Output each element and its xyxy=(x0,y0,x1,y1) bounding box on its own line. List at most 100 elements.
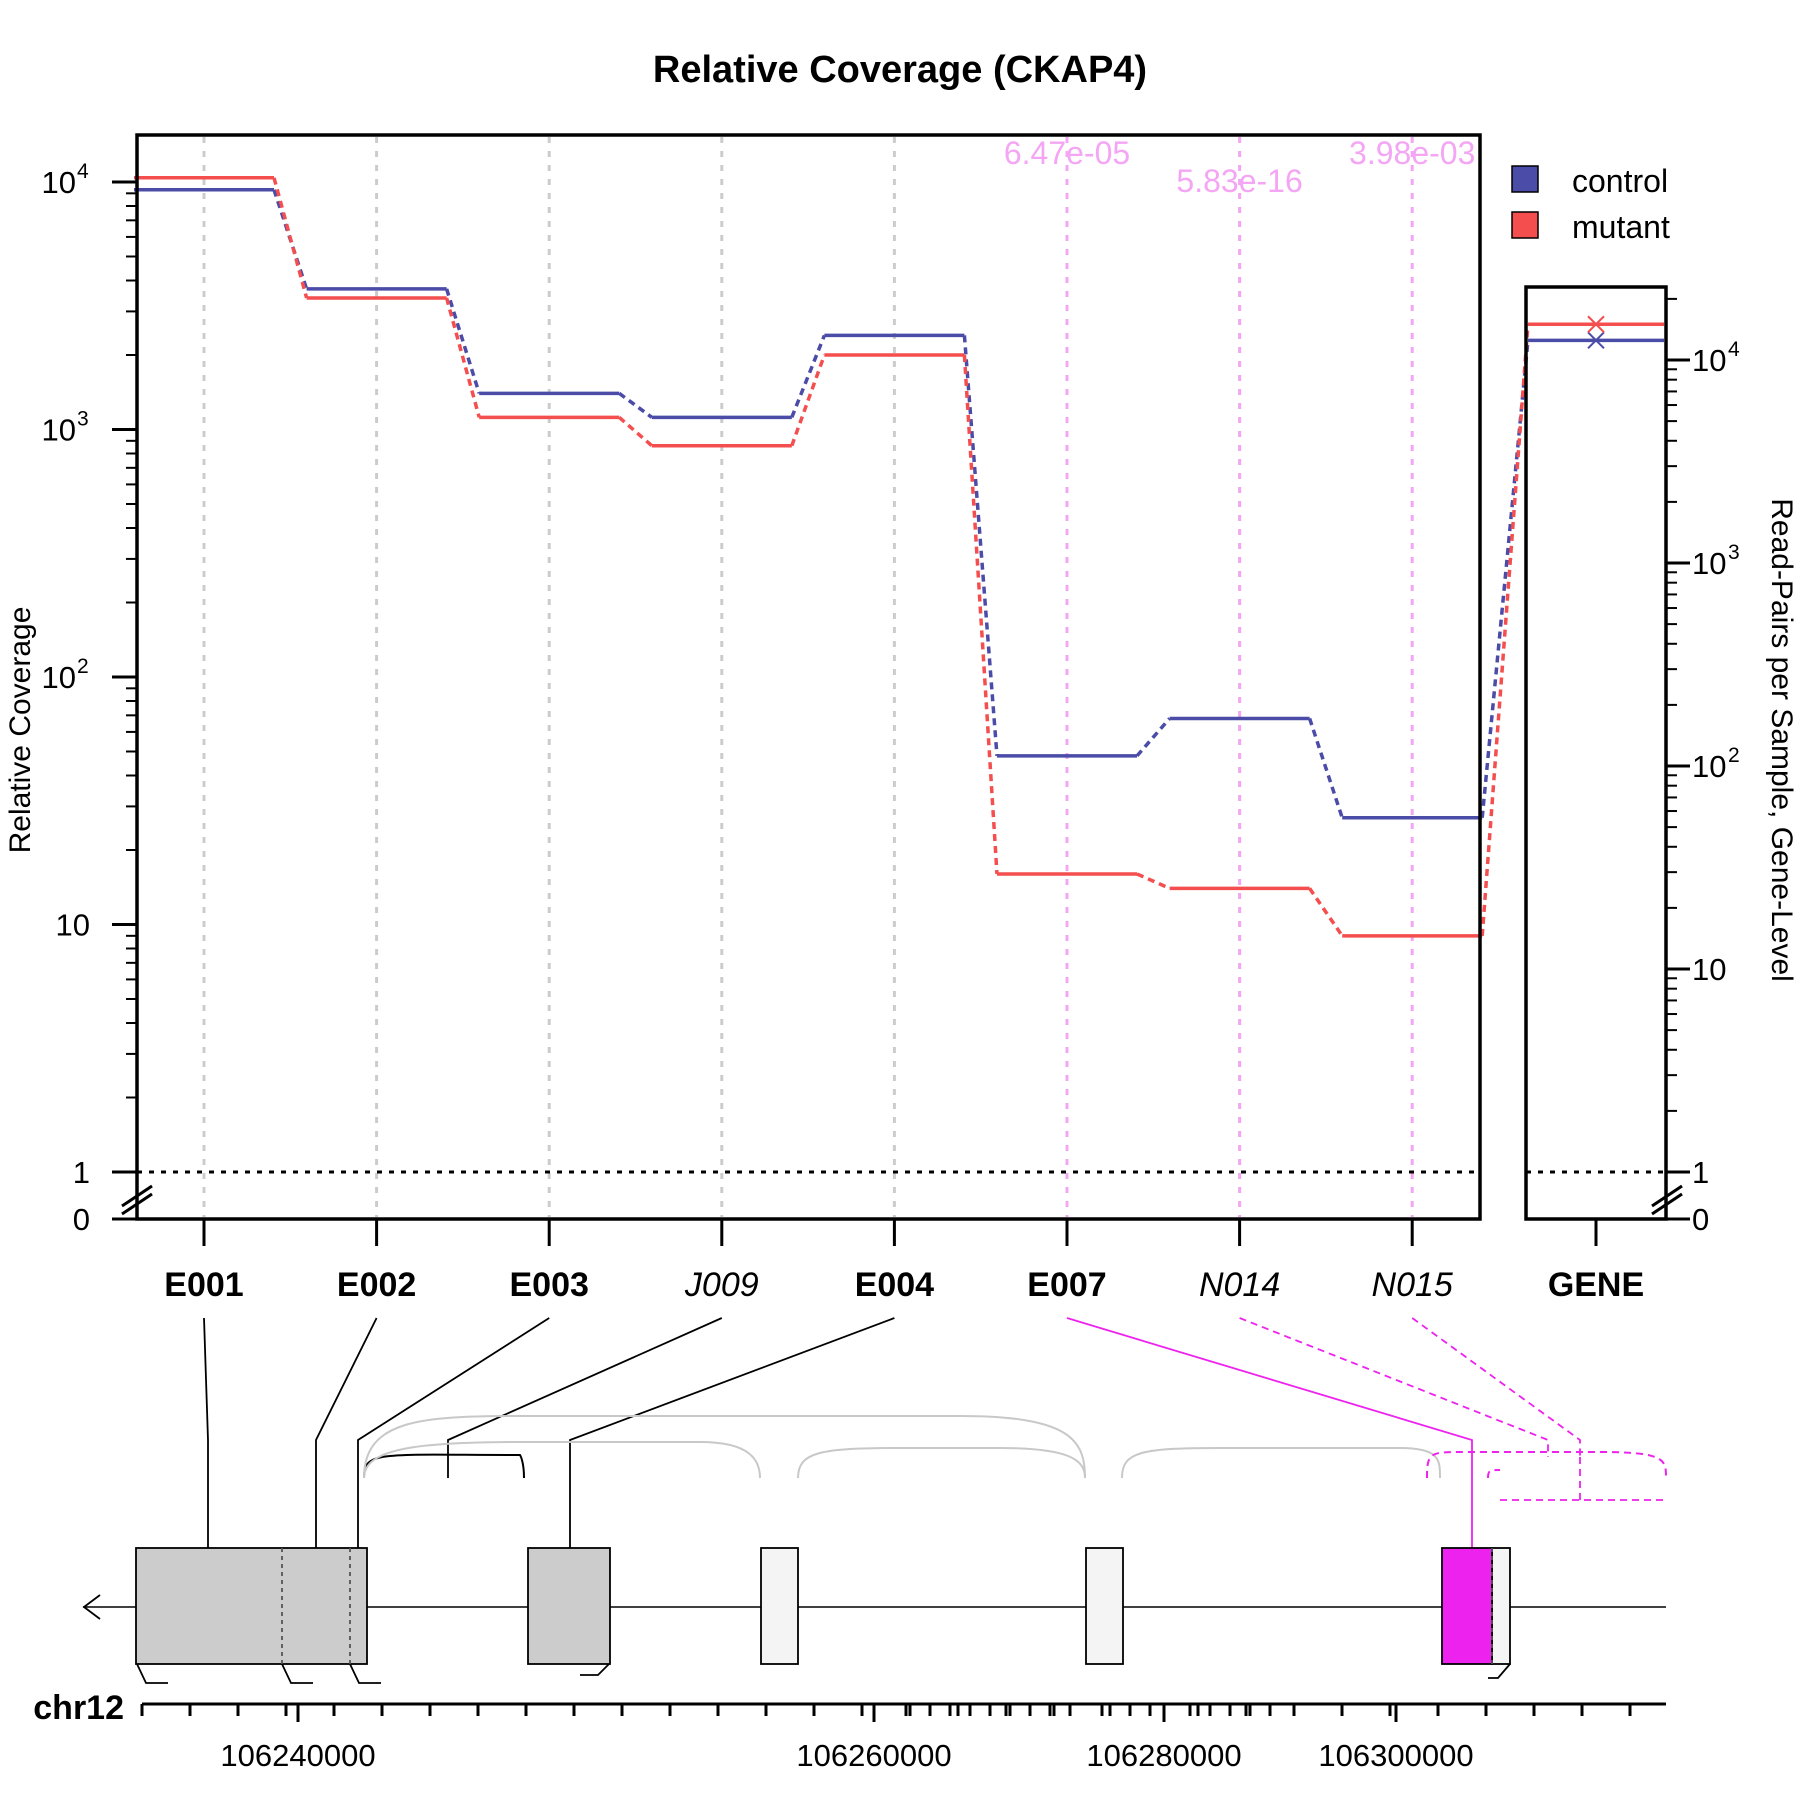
right-axis-tick-exponent: 3 xyxy=(1728,541,1740,564)
right-axis-tick-label: 10 xyxy=(1692,952,1726,987)
exon-mark xyxy=(136,1663,168,1684)
series-connector-mutant xyxy=(1308,887,1344,937)
exon-box xyxy=(760,1547,799,1665)
pvalue-label: 6.47e-05 xyxy=(1004,135,1130,171)
gene-series xyxy=(1528,315,1664,350)
series-connector-control xyxy=(1480,340,1530,818)
series-connector-control xyxy=(1307,717,1344,819)
exon-label: N014 xyxy=(1199,1266,1280,1304)
exon-box xyxy=(1085,1547,1124,1665)
connector-e004 xyxy=(569,1317,895,1548)
left-axis-tick-label: 1 xyxy=(73,1155,90,1190)
exon-label: E003 xyxy=(509,1266,588,1304)
left-axis-tick-exponent: 3 xyxy=(77,408,89,431)
connector-n015 xyxy=(1411,1317,1581,1457)
legend: control mutant xyxy=(1511,163,1670,245)
series-connector-control xyxy=(962,335,999,757)
pvalue-label: 5.83e-16 xyxy=(1176,163,1302,199)
genomic-tick-label: 106260000 xyxy=(796,1738,951,1773)
genomic-tick-label: 106300000 xyxy=(1318,1738,1473,1773)
connector-j009 xyxy=(447,1317,723,1478)
exon-box-e007 xyxy=(1441,1547,1493,1665)
exon-mark xyxy=(281,1663,313,1684)
exon-label: E004 xyxy=(855,1266,934,1304)
gene-model xyxy=(82,1415,1667,1684)
series-connector-control xyxy=(1135,717,1171,758)
exon-box-e004 xyxy=(527,1547,611,1665)
exon-box-e001-e002-e003 xyxy=(135,1547,368,1665)
series-connector-control xyxy=(444,288,481,394)
strand-arrow-icon xyxy=(82,1594,101,1620)
exon-mark xyxy=(1488,1663,1511,1679)
genomic-axis: chr12 106240000 106260000 106280000 1063… xyxy=(33,1689,1666,1773)
junction-arc xyxy=(797,1447,1086,1479)
junction-arc xyxy=(363,1415,1086,1479)
exon-mark xyxy=(580,1663,610,1676)
series-connector-mutant xyxy=(272,177,309,299)
series-connector-mutant xyxy=(444,297,481,418)
left-axis-tick-label: 0 xyxy=(73,1202,90,1237)
right-axis-tick-label: 0 xyxy=(1692,1202,1709,1237)
connector-lines xyxy=(203,1317,1666,1548)
axis-break-mark xyxy=(1651,1192,1683,1216)
y2-axis-label: Read-Pairs per Sample, Gene-Level xyxy=(1765,498,1798,982)
series-connector-mutant xyxy=(1136,872,1171,890)
connector-e007 xyxy=(1066,1317,1473,1548)
connector-e001 xyxy=(203,1317,209,1548)
right-axis-tick-exponent: 4 xyxy=(1728,338,1740,361)
axis-break-mark xyxy=(121,1184,153,1208)
novel-junction-bracket xyxy=(1500,1457,1666,1501)
legend-label-mutant: mutant xyxy=(1572,209,1670,245)
left-axis-tick-label: 10 xyxy=(42,165,76,200)
connector-n014 xyxy=(1239,1317,1549,1457)
exon-label: E002 xyxy=(337,1266,416,1304)
exon-label: J009 xyxy=(684,1266,759,1304)
chart-title: Relative Coverage (CKAP4) xyxy=(653,49,1147,91)
series-connector-mutant xyxy=(962,354,999,875)
right-axis-tick-label: 1 xyxy=(1692,1155,1709,1190)
left-axis-tick-label: 10 xyxy=(42,413,76,448)
left-axis-tick-exponent: 4 xyxy=(77,160,89,183)
junction-arc xyxy=(363,1441,761,1479)
series-connector-mutant xyxy=(618,415,653,448)
series-connector-control xyxy=(618,391,653,419)
novel-junction-arc xyxy=(1487,1469,1501,1479)
right-axis-tick-exponent: 2 xyxy=(1728,744,1740,767)
gene-marker-mutant xyxy=(1587,315,1605,333)
genomic-tick-label: 106280000 xyxy=(1086,1738,1241,1773)
series-lines xyxy=(134,176,1530,938)
legend-swatch-mutant xyxy=(1511,211,1539,239)
junction-arc xyxy=(1121,1447,1441,1479)
left-axis-tick-label: 10 xyxy=(56,908,90,943)
novel-junction-arc xyxy=(1426,1451,1667,1479)
exon-label: E007 xyxy=(1027,1266,1106,1304)
connector-e003 xyxy=(357,1317,550,1548)
exon-mark xyxy=(349,1663,381,1684)
series-connector-mutant xyxy=(790,354,827,447)
grid-lines xyxy=(202,137,1414,1217)
series-connector-mutant xyxy=(1480,324,1530,936)
legend-label-control: control xyxy=(1572,163,1668,199)
legend-swatch-control xyxy=(1511,165,1539,193)
exon-label: E001 xyxy=(164,1266,243,1304)
right-axis-tick-label: 10 xyxy=(1692,343,1726,378)
axis-break-mark xyxy=(121,1192,153,1216)
exon-box xyxy=(1491,1547,1511,1665)
right-axis-tick-label: 10 xyxy=(1692,749,1726,784)
y-axis-label: Relative Coverage xyxy=(4,607,37,854)
exon-label: N015 xyxy=(1372,1266,1453,1304)
genomic-tick-label: 106240000 xyxy=(220,1738,375,1773)
gene-frame xyxy=(1524,285,1668,1221)
junction-arc-j009 xyxy=(363,1453,525,1479)
gene-marker-control xyxy=(1587,331,1605,350)
chromosome-label: chr12 xyxy=(33,1689,124,1727)
exon-axis: E001 E002 E003 J009 E004 E007 N014 N015 xyxy=(112,1217,1480,1304)
right-axis-tick-label: 10 xyxy=(1692,546,1726,581)
left-axis-tick-label: 10 xyxy=(42,660,76,695)
connector-e002 xyxy=(315,1317,378,1548)
pvalue-label: 3.98e-03 xyxy=(1349,135,1475,171)
axis-break-mark xyxy=(1651,1184,1683,1208)
